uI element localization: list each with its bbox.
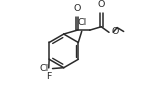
Text: O: O (73, 4, 81, 13)
Text: Cl: Cl (40, 64, 49, 73)
Text: Cl: Cl (78, 17, 87, 27)
Text: O: O (98, 0, 105, 9)
Text: F: F (46, 72, 51, 81)
Text: O: O (111, 27, 119, 36)
